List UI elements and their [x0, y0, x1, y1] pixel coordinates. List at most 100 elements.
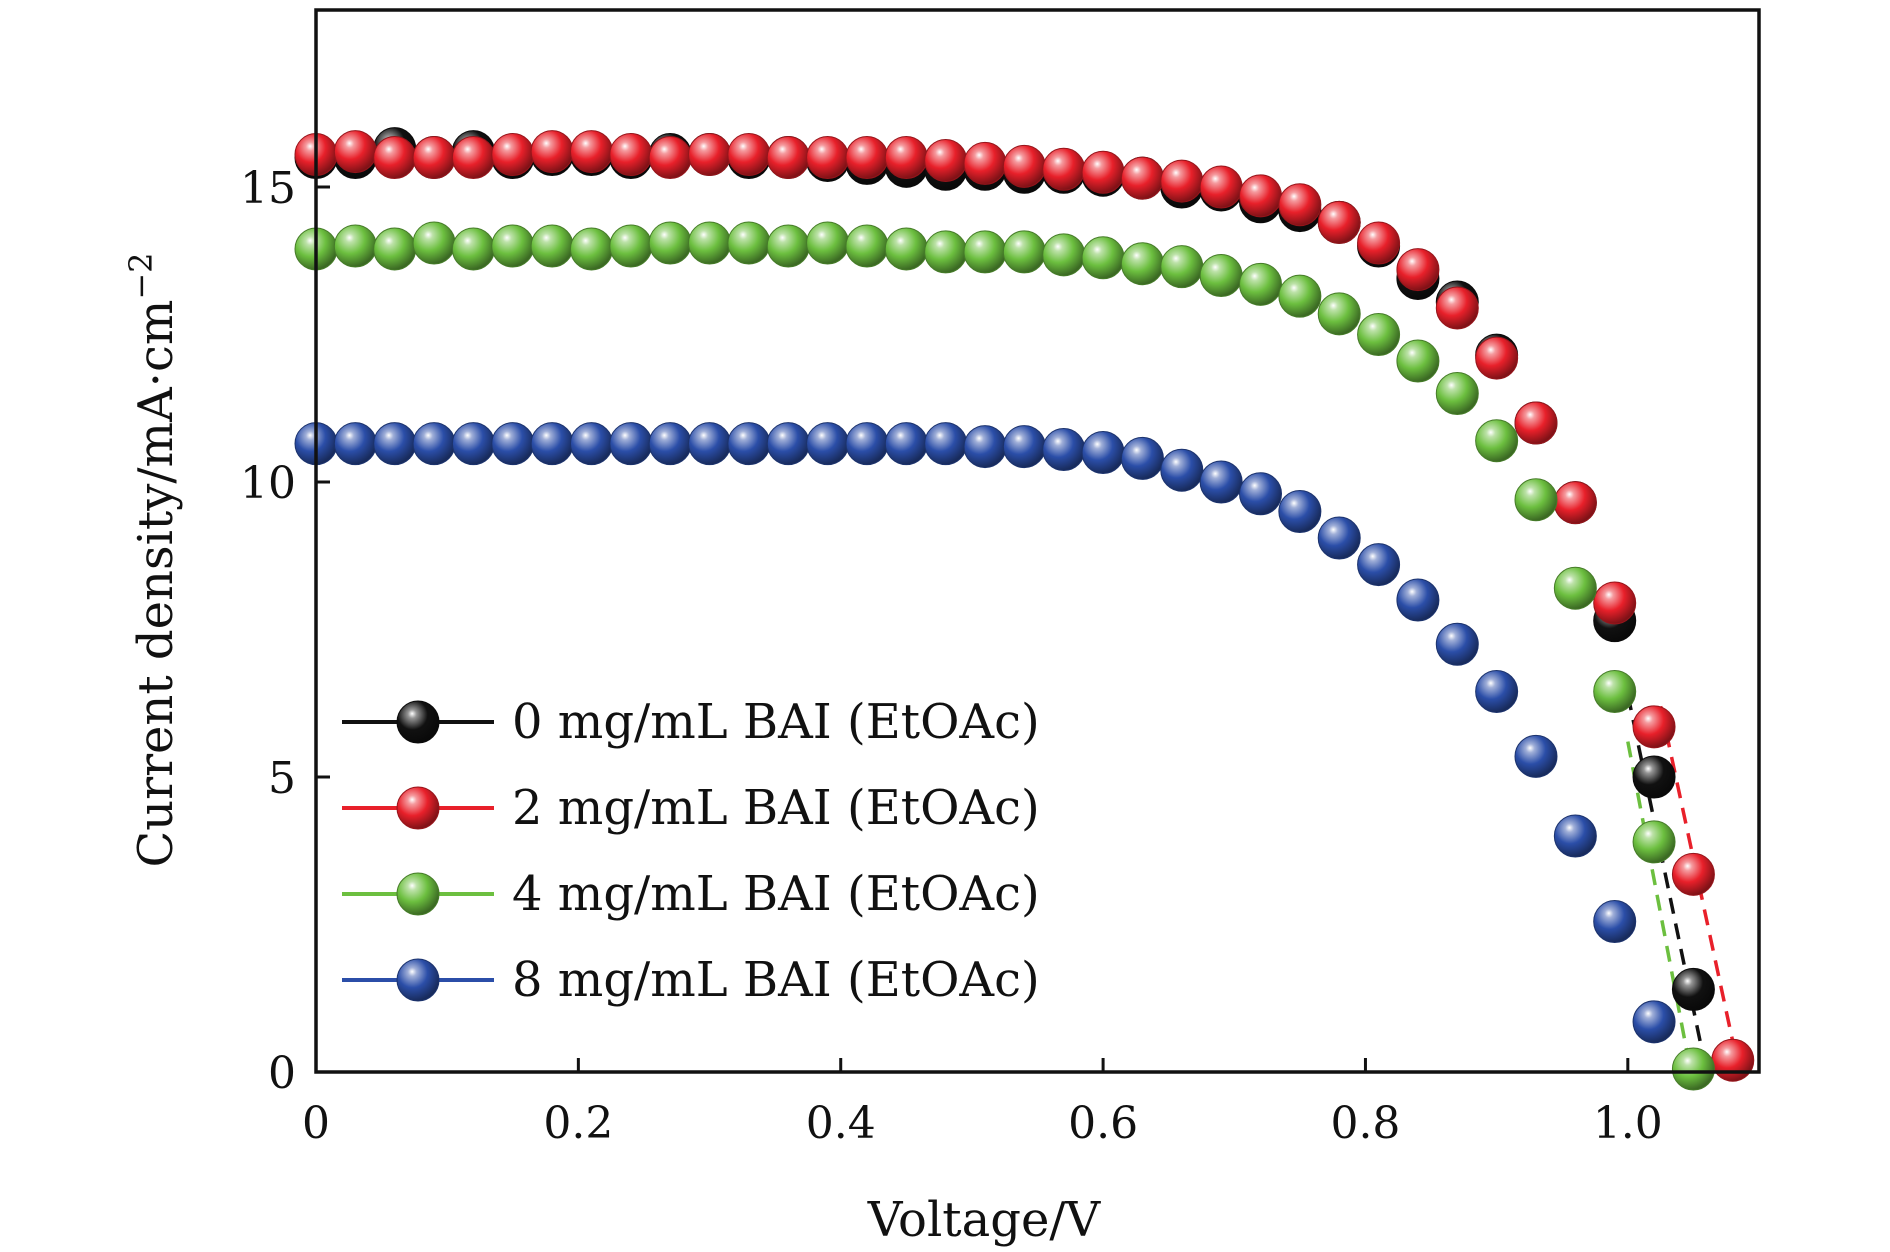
data-point [373, 227, 417, 271]
x-tick-label: 1.0 [1593, 1098, 1663, 1149]
data-point [1671, 1047, 1715, 1091]
data-point [1120, 242, 1164, 286]
data-point [1475, 419, 1519, 463]
data-point [1239, 472, 1283, 516]
data-point [727, 133, 771, 177]
data-point [727, 422, 771, 466]
data-point [609, 133, 653, 177]
y-tick-label: 5 [268, 753, 296, 804]
data-point [1357, 313, 1401, 356]
data-point [1357, 221, 1401, 265]
data-point [451, 422, 495, 466]
y-tick-label: 0 [268, 1048, 296, 1099]
data-point [1160, 245, 1204, 289]
data-point [491, 422, 535, 466]
data-point [688, 133, 732, 177]
data-point [1396, 578, 1440, 622]
data-point [1514, 478, 1558, 522]
data-point [648, 422, 692, 466]
data-point [1199, 165, 1243, 209]
data-point [1317, 292, 1361, 336]
data-point [924, 230, 968, 274]
data-point [1632, 820, 1676, 864]
data-point [412, 136, 456, 179]
legend-marker [396, 872, 440, 916]
data-point [648, 221, 692, 265]
data-series [294, 127, 1755, 1091]
data-point [806, 136, 850, 179]
data-point [1317, 200, 1361, 244]
data-point [451, 136, 495, 179]
plot-frame [314, 8, 1761, 1074]
data-point [1475, 336, 1519, 380]
data-point [1199, 460, 1243, 504]
data-point [884, 422, 928, 466]
data-point [1199, 254, 1243, 297]
data-point [1042, 428, 1086, 472]
y-tick-label: 15 [240, 163, 296, 214]
series-8-mg-ml-bai-etoac [294, 422, 1676, 1044]
data-point [806, 221, 850, 265]
data-point [530, 130, 574, 174]
data-point [845, 224, 889, 268]
data-point [1671, 967, 1715, 1011]
data-point [1042, 147, 1086, 191]
data-point [1593, 900, 1637, 944]
y-tick-label: 10 [240, 458, 296, 509]
legend: 0 mg/mL BAI (EtOAc) 2 mg/mL BAI (EtOAc) 4 … [342, 694, 1040, 1008]
data-point [1002, 144, 1046, 188]
legend-entry: 8 mg/mL BAI (EtOAc) [342, 952, 1040, 1008]
legend-entry: 2 mg/mL BAI (EtOAc) [342, 780, 1040, 836]
data-point [924, 422, 968, 466]
y-axis-label-superscript: −2 [122, 252, 160, 299]
x-tick-label: 0.8 [1330, 1098, 1400, 1149]
data-point [1671, 852, 1715, 896]
x-tick-label: 0 [302, 1098, 330, 1149]
data-point [1632, 1000, 1676, 1044]
data-point [1120, 436, 1164, 480]
y-axis-label: Current density/mA·cm−2 [122, 252, 184, 867]
data-point [609, 422, 653, 466]
fit-line-4-mg-ml-bai-etoac [1626, 741, 1693, 1073]
data-point [1081, 431, 1125, 474]
data-point [1002, 425, 1046, 469]
legend-marker [396, 786, 440, 830]
data-point [884, 227, 928, 271]
data-point [609, 224, 653, 268]
data-point [1593, 581, 1637, 625]
data-point [1396, 248, 1440, 292]
data-point [1632, 705, 1676, 749]
data-point [1278, 274, 1322, 318]
x-tick-label: 0.2 [543, 1098, 613, 1149]
data-point [1553, 814, 1597, 858]
data-point [333, 422, 377, 466]
data-point [1514, 734, 1558, 778]
data-point [1002, 230, 1046, 274]
data-point [1435, 372, 1479, 415]
x-tick-label: 0.4 [806, 1098, 876, 1149]
data-point [1160, 448, 1204, 492]
data-point [1553, 566, 1597, 610]
data-point [373, 422, 417, 466]
data-point [1711, 1038, 1755, 1082]
data-point [412, 221, 456, 265]
legend-entry: 0 mg/mL BAI (EtOAc) [342, 694, 1040, 750]
data-point [1081, 150, 1125, 194]
data-point [727, 221, 771, 265]
data-point [569, 130, 613, 174]
data-point [1120, 156, 1164, 200]
data-point [1160, 159, 1204, 203]
data-point [451, 227, 495, 271]
data-point [1632, 755, 1676, 799]
data-point [1042, 233, 1086, 277]
series-2-mg-ml-bai-etoac [294, 130, 1755, 1082]
x-tick-label: 0.6 [1068, 1098, 1138, 1149]
data-point [1357, 543, 1401, 587]
data-point [333, 224, 377, 268]
data-point [1278, 490, 1322, 533]
data-point [766, 136, 810, 179]
data-point [766, 422, 810, 466]
data-point [1278, 183, 1322, 227]
x-axis-label: Voltage/V [867, 1192, 1102, 1248]
legend-label: 2 mg/mL BAI (EtOAc) [512, 780, 1040, 836]
